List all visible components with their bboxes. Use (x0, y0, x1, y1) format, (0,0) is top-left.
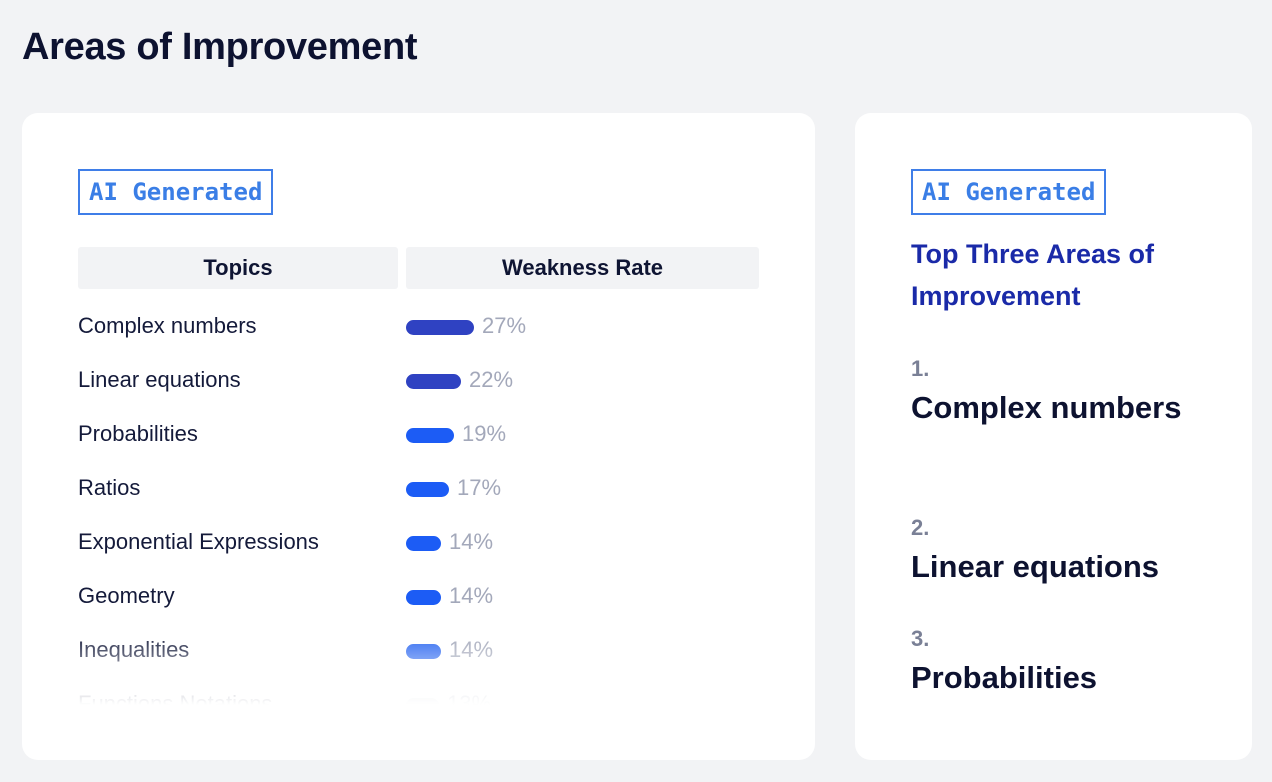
weakness-rate-bar (406, 320, 474, 335)
table-row: Linear equations 22% (78, 355, 778, 409)
weakness-rate-bar (406, 536, 441, 551)
topic-label: Inequalities (78, 637, 190, 662)
weakness-rate-bar (406, 644, 441, 659)
page-title: Areas of Improvement (22, 26, 418, 68)
table-row: Geometry 14% (78, 571, 778, 625)
top-area-label: Complex numbers (911, 390, 1182, 425)
weakness-rate-value: 19% (462, 421, 507, 446)
table-row: Functions Notations 13% (78, 679, 778, 705)
top-area-number: 2. (911, 515, 930, 540)
topic-label: Linear equations (78, 367, 241, 392)
topics-column-header: Topics (78, 247, 398, 289)
weakness-rate-bar (406, 698, 439, 705)
weakness-rate-bar (406, 482, 449, 497)
table-row: Complex numbers 27% (78, 301, 778, 355)
weakness-rate-column-header: Weakness Rate (406, 247, 759, 289)
weakness-rate-bar (406, 374, 461, 389)
top-three-title: Top Three Areas of Improvement (911, 239, 1155, 311)
top-area-number: 3. (911, 626, 930, 651)
weakness-rate-value: 14% (449, 529, 494, 554)
topic-label: Exponential Expressions (78, 529, 319, 554)
top-area-item: 3. Probabilities (911, 626, 1231, 702)
ai-generated-badge: AI Generated (911, 169, 1107, 215)
topic-label: Functions Notations (78, 691, 273, 705)
topic-label: Complex numbers (78, 313, 257, 338)
top-area-label: Probabilities (911, 660, 1098, 695)
ai-generated-badge: AI Generated (78, 169, 274, 215)
topic-label: Geometry (78, 583, 175, 608)
topic-label: Probabilities (78, 421, 198, 446)
table-row: Inequalities 14% (78, 625, 778, 679)
top-area-number: 1. (911, 356, 930, 381)
weakness-rate-bar (406, 428, 454, 443)
weakness-rate-value: 13% (447, 691, 492, 705)
weakness-rate-value: 22% (469, 367, 514, 392)
table-row: Ratios 17% (78, 463, 778, 517)
weakness-rate-bar (406, 590, 441, 605)
top-area-item: 2. Linear equations (911, 515, 1231, 591)
table-row: Exponential Expressions 14% (78, 517, 778, 571)
weakness-rate-value: 14% (449, 583, 494, 608)
top-three-card: AI Generated Top Three Areas of Improvem… (855, 113, 1252, 760)
weakness-rate-value: 27% (482, 313, 527, 338)
weakness-rate-card: AI Generated Topics Weakness Rate Comple… (22, 113, 815, 760)
top-area-label: Linear equations (911, 549, 1160, 584)
weakness-rate-list[interactable]: Complex numbers 27% Linear equations 22% Pro… (78, 301, 778, 705)
table-row: Probabilities 19% (78, 409, 778, 463)
weakness-rate-value: 17% (457, 475, 502, 500)
topic-label: Ratios (78, 475, 141, 500)
weakness-rate-value: 14% (449, 637, 494, 662)
top-area-item: 1. Complex numbers (911, 356, 1231, 432)
